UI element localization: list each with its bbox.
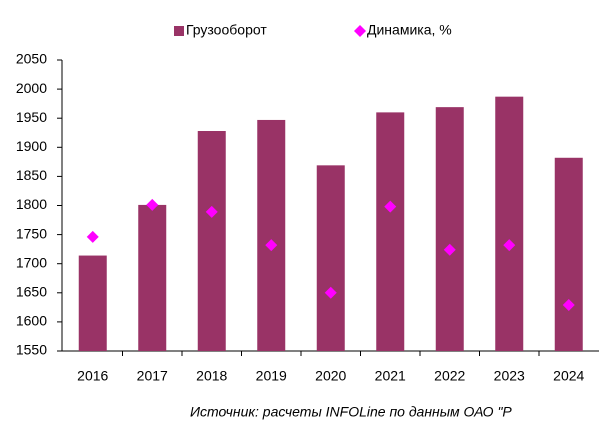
bar (316, 165, 345, 351)
marker (562, 299, 575, 312)
y-tick-label: 1550 (16, 342, 47, 358)
y-tick-label: 1650 (16, 284, 47, 300)
x-tick-label: 2017 (137, 368, 168, 384)
y-tick-label: 2000 (16, 80, 47, 96)
legend-label: Динамика, % (367, 22, 452, 38)
marker (86, 230, 99, 243)
y-tick-label: 1700 (16, 254, 47, 270)
x-tick-label: 2019 (256, 368, 287, 384)
legend-swatch (174, 26, 184, 36)
x-tick-label: 2023 (494, 368, 525, 384)
marker (443, 243, 456, 256)
bar (376, 112, 405, 351)
x-tick-label: 2022 (434, 368, 465, 384)
bar (197, 131, 226, 351)
y-tick-label: 1950 (16, 109, 47, 125)
x-tick-label: 2018 (196, 368, 227, 384)
x-tick-label: 2016 (77, 368, 108, 384)
marker (265, 239, 278, 252)
legend-label: Грузооборот (186, 22, 267, 38)
y-tick-label: 1600 (16, 313, 47, 329)
x-tick-label: 2021 (375, 368, 406, 384)
y-tick-label: 1800 (16, 196, 47, 212)
marker (146, 198, 159, 211)
bar (138, 204, 167, 351)
bar (257, 119, 286, 351)
marker (384, 200, 397, 213)
y-tick-label: 1900 (16, 138, 47, 154)
y-tick-label: 1750 (16, 225, 47, 241)
bar (435, 107, 464, 351)
x-tick-label: 2024 (553, 368, 584, 384)
y-tick-label: 2050 (16, 51, 47, 67)
marker (205, 205, 218, 218)
bar (495, 96, 524, 351)
x-tick-label: 2020 (315, 368, 346, 384)
source-note: Источник: расчеты INFOLine по данным ОАО… (190, 404, 512, 420)
marker (324, 286, 337, 299)
y-tick-label: 1850 (16, 167, 47, 183)
bar (554, 157, 583, 351)
bar (78, 255, 107, 351)
legend-swatch (354, 25, 366, 37)
marker (503, 239, 516, 252)
